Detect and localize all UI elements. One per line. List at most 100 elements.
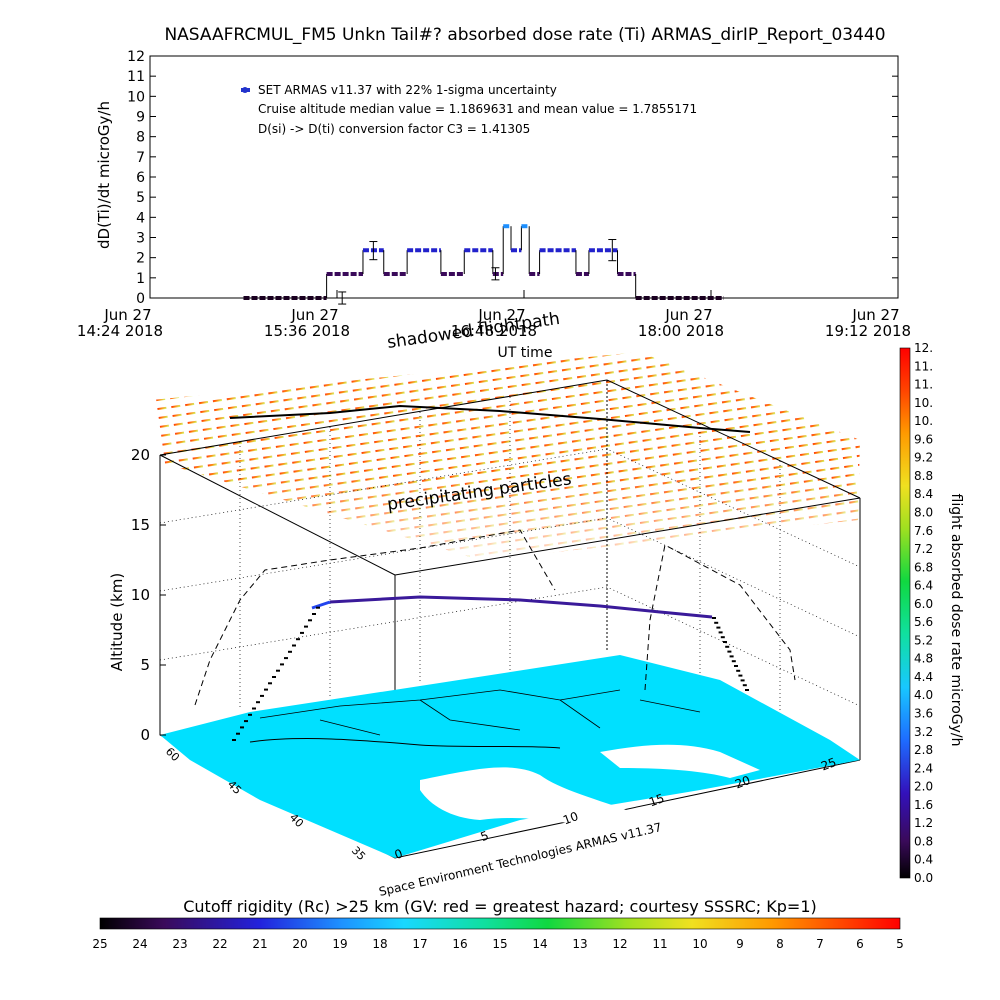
dose-colorbar-tick: 3.2 (914, 725, 933, 739)
rigidity-colorbar-ticks: 25 24 23 22 21 20 19 18 17 16 15 14 13 12 11 10 9 8 7 6 5 (92, 937, 903, 951)
dose-colorbar-tick: 6.8 (914, 560, 933, 574)
shadowed-flightpath (229, 404, 751, 433)
dose-colorbar-tick: 0.8 (914, 834, 933, 848)
land-balkans (600, 744, 760, 778)
dose-colorbar-tick: 5.2 (914, 633, 933, 647)
x-tick-day: Jun 27 (290, 306, 338, 324)
x-tick-day: Jun 27 (103, 306, 151, 324)
longitude-tick-label: 5 (479, 828, 491, 844)
y-tick-label: 0 (136, 291, 145, 307)
legend-marker-bar (241, 88, 250, 92)
rigidity-colorbar-tick: 18 (372, 937, 387, 951)
dose-colorbar-tick: 7.2 (914, 542, 933, 556)
x-tick-day: Jun 27 (477, 306, 525, 324)
dose-colorbar-tick: 1.6 (914, 798, 933, 812)
rigidity-colorbar-tick: 22 (212, 937, 227, 951)
y-tick-label: 3 (136, 231, 145, 247)
legend-entry: SET ARMAS v11.37 with 22% 1-sigma uncert… (258, 83, 557, 97)
rigidity-colorbar-tick: 15 (492, 937, 507, 951)
sea-area (160, 655, 860, 858)
dose-colorbar-tick: 6.0 (914, 597, 933, 611)
y-tick-label: 1 (136, 271, 145, 287)
dose-colorbar-tick: 11. (914, 359, 933, 373)
map-floor (160, 655, 860, 858)
y-tick-label: 9 (136, 110, 145, 126)
dose-colorbar-tick: 8.8 (914, 469, 933, 483)
land-coast (249, 738, 561, 749)
projection-lines (194, 529, 796, 706)
altitude-tick-label: 20 (131, 446, 150, 464)
y-tick-label: 12 (127, 49, 145, 65)
flight-path-climb-start (311, 600, 331, 610)
longitude-tick-label: 10 (561, 809, 580, 827)
y-tick-label: 7 (136, 150, 145, 166)
x-tick-time: 18:00 2018 (638, 322, 724, 340)
dose-colorbar-ticks: 0.0 0.4 0.8 1.2 1.6 2.0 2.4 2.8 3.2 3.6 4.0 4.4 4.8 5… (914, 341, 933, 885)
rigidity-colorbar-tick: 7 (816, 937, 824, 951)
dose-colorbar-tick: 5.6 (914, 615, 933, 629)
rigidity-colorbar-tick: 23 (172, 937, 187, 951)
dose-colorbar-tick: 8.0 (914, 505, 933, 519)
longitude-tick-label: 0 (393, 846, 405, 862)
dose-series (243, 224, 724, 305)
land-borders (259, 689, 701, 736)
altitude-tick-label: 10 (131, 586, 150, 604)
longitude-axis: 0 5 10 15 20 25 (393, 755, 839, 862)
descent-profile (712, 617, 749, 691)
rigidity-colorbar-tick: 11 (652, 937, 667, 951)
dose-colorbar-tick: 7.6 (914, 524, 933, 538)
rigidity-colorbar-tick: 6 (856, 937, 864, 951)
x-tick-time: 14:24 2018 (77, 322, 163, 340)
latitude-tick-label: 35 (349, 844, 368, 863)
rigidity-colorbar-tick: 10 (692, 937, 707, 951)
dose-colorbar-tick: 9.2 (914, 451, 933, 465)
dose-colorbar-tick: 11. (914, 378, 933, 392)
altitude-axis: 0 5 10 15 20 (131, 446, 166, 744)
dose-colorbar-tick: 1.2 (914, 816, 933, 830)
altitude-tick-label: 5 (140, 656, 150, 674)
dose-colorbar-tick: 4.4 (914, 670, 933, 684)
y-tick-label: 4 (136, 210, 145, 226)
x-axis-label: UT time (498, 345, 553, 361)
x-tick-day: Jun 27 (664, 306, 712, 324)
y-axis-label: dD(Ti)/dt microGy/h (95, 101, 113, 249)
rigidity-colorbar-tick: 8 (776, 937, 784, 951)
y-tick-label: 8 (136, 130, 145, 146)
dose-colorbar-tick: 10. (914, 414, 933, 428)
rigidity-colorbar-tick: 19 (332, 937, 347, 951)
rigidity-colorbar-gradient (99, 917, 901, 930)
x-tick-time: 15:36 2018 (264, 322, 350, 340)
land-italy (420, 767, 640, 830)
altitude-tick-label: 15 (131, 516, 150, 534)
y-tick-label: 11 (127, 69, 145, 85)
rigidity-colorbar-tick: 17 (412, 937, 427, 951)
legend-conversion: D(si) -> D(ti) conversion factor C3 = 1.… (258, 122, 530, 136)
x-tick-day: Jun 27 (851, 306, 899, 324)
x-tick-time: 16:48 2018 (451, 322, 537, 340)
rigidity-colorbar-tick: 25 (92, 937, 107, 951)
y-tick-label: 2 (136, 251, 145, 267)
altitude-axis-label: Altitude (km) (108, 573, 126, 671)
y-tick-label: 5 (136, 190, 145, 206)
dose-colorbar-tick: 10. (914, 396, 933, 410)
rigidity-colorbar-tick: 20 (292, 937, 307, 951)
longitude-tick-label: 15 (647, 791, 666, 809)
rigidity-colorbar-tick: 5 (896, 937, 904, 951)
rigidity-colorbar-tick: 12 (612, 937, 627, 951)
altitude-tick-label: 0 (140, 726, 150, 744)
flight-path (329, 595, 713, 619)
dose-colorbar-tick: 0.0 (914, 871, 933, 885)
dose-colorbar-tick: 4.8 (914, 652, 933, 666)
dose-colorbar-tick: 8.4 (914, 487, 933, 501)
climb-profile (232, 606, 320, 741)
dose-colorbar-tick: 2.4 (914, 761, 933, 775)
dose-colorbar-tick: 3.6 (914, 707, 933, 721)
particle-layer-fade (152, 352, 860, 560)
dose-colorbar-tick: 9.6 (914, 432, 933, 446)
longitude-tick-label: 20 (733, 773, 752, 791)
